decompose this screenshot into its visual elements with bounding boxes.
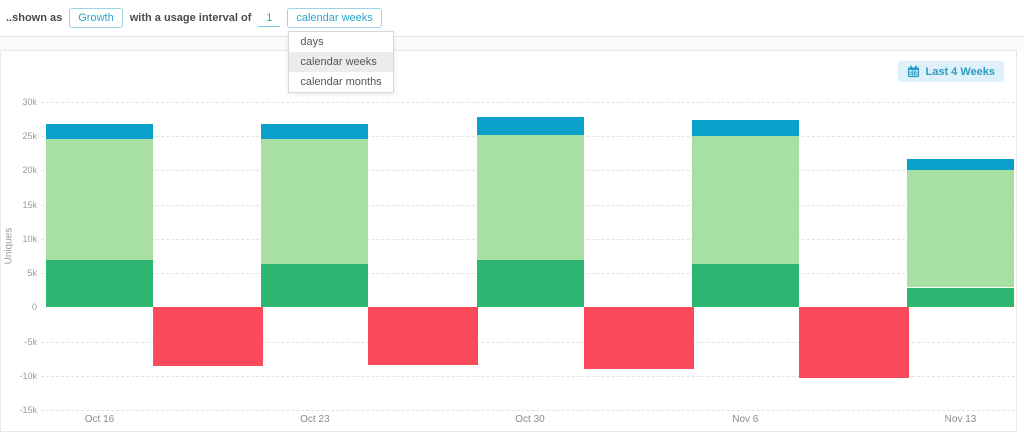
bar-nov-6-top-segment-blue[interactable] <box>691 119 799 136</box>
interval-unit-dropdown: days calendar weeks calendar months <box>288 31 394 93</box>
y-tick-label--5k: -5k <box>24 336 37 347</box>
y-tick-label-30k: 30k <box>22 96 37 107</box>
interval-unit-wrapper: calendar weeks days calendar weeks calenda… <box>287 8 394 93</box>
date-range-label: Last 4 Weeks <box>925 65 995 78</box>
y-tick-label-5k: 5k <box>27 268 37 279</box>
bar-nov-6-negative-segment-red[interactable] <box>798 307 909 378</box>
dropdown-option-days[interactable]: days <box>300 36 324 48</box>
x-axis-label-nov-13: Nov 13 <box>944 414 977 425</box>
x-axis-label-nov-6: Nov 6 <box>732 414 759 425</box>
gridline--10k <box>41 376 1015 377</box>
bar-oct-30-bottom-segment-dark-green[interactable] <box>476 260 584 308</box>
bar-oct-30-middle-segment-light-green[interactable] <box>476 134 584 261</box>
x-axis-label-oct-23: Oct 23 <box>300 414 330 425</box>
calendar-icon <box>908 65 920 78</box>
bar-oct-30-negative-segment-red[interactable] <box>583 307 694 370</box>
y-tick-label-25k: 25k <box>22 131 37 141</box>
dropdown-option-calendar-weeks[interactable]: calendar weeks <box>289 52 393 72</box>
growth-chart: 30k 25k 20k 15k 10k 5k 0 -5k -10k -15k Uniques Oct … <box>1 51 1016 431</box>
bar-oct-23-top-segment-blue[interactable] <box>261 124 369 140</box>
date-range-button[interactable]: Last 4 Weeks <box>898 61 1004 82</box>
bar-oct-23-negative-segment-red[interactable] <box>368 307 479 365</box>
interval-value-input[interactable] <box>258 9 281 27</box>
usage-interval-label: with a usage interval of <box>129 12 252 24</box>
chart-card: Last 4 Weeks 30k 25k 20k 15k 10k 5k 0 -5k -10k -1… <box>0 50 1017 432</box>
x-axis-label-oct-16: Oct 16 <box>84 414 115 425</box>
bar-nov-13-top-segment-blue[interactable] <box>907 159 1014 170</box>
interval-unit-button[interactable]: calendar weeks <box>287 8 382 28</box>
y-tick-label-15k: 15k <box>22 199 37 210</box>
gridline-30k <box>41 101 1015 103</box>
bar-oct-23-bottom-segment-dark-green[interactable] <box>261 264 369 308</box>
y-tick-label-0: 0 <box>31 302 37 313</box>
gridline--15k <box>41 410 1015 412</box>
y-tick-label-20k: 20k <box>22 165 37 176</box>
y-tick-label-10k: 10k <box>22 233 37 244</box>
metric-select-button[interactable]: Growth <box>69 8 123 28</box>
shown-as-label: ..shown as <box>6 12 63 24</box>
gridline--5k <box>41 341 1015 343</box>
bar-nov-6-middle-segment-light-green[interactable] <box>691 136 799 265</box>
query-builder-bar: ..shown as Growth with a usage interval … <box>0 0 1024 93</box>
dropdown-option-calendar-months[interactable]: calendar months <box>300 76 382 88</box>
bar-oct-16-bottom-segment-dark-green[interactable] <box>46 260 153 308</box>
bar-nov-6-bottom-segment-dark-green[interactable] <box>691 264 799 308</box>
x-axis-label-oct-30: Oct 30 <box>515 414 545 425</box>
y-tick-label--15k: -15k <box>19 405 37 416</box>
y-tick-label--10k: -10k <box>19 371 37 381</box>
bar-oct-16-top-segment-blue[interactable] <box>46 123 153 140</box>
bar-oct-16-negative-segment-red[interactable] <box>153 307 263 366</box>
bar-oct-16-middle-segment-light-green[interactable] <box>46 139 153 261</box>
bar-nov-13-bottom-segment-dark-green[interactable] <box>907 287 1014 308</box>
divider-band <box>0 36 1024 50</box>
bar-oct-23-middle-segment-light-green[interactable] <box>261 139 369 265</box>
y-axis-title: Uniques <box>3 227 15 265</box>
bar-oct-30-top-segment-blue[interactable] <box>476 116 584 135</box>
bar-nov-13-middle-segment-light-green[interactable] <box>907 169 1014 288</box>
